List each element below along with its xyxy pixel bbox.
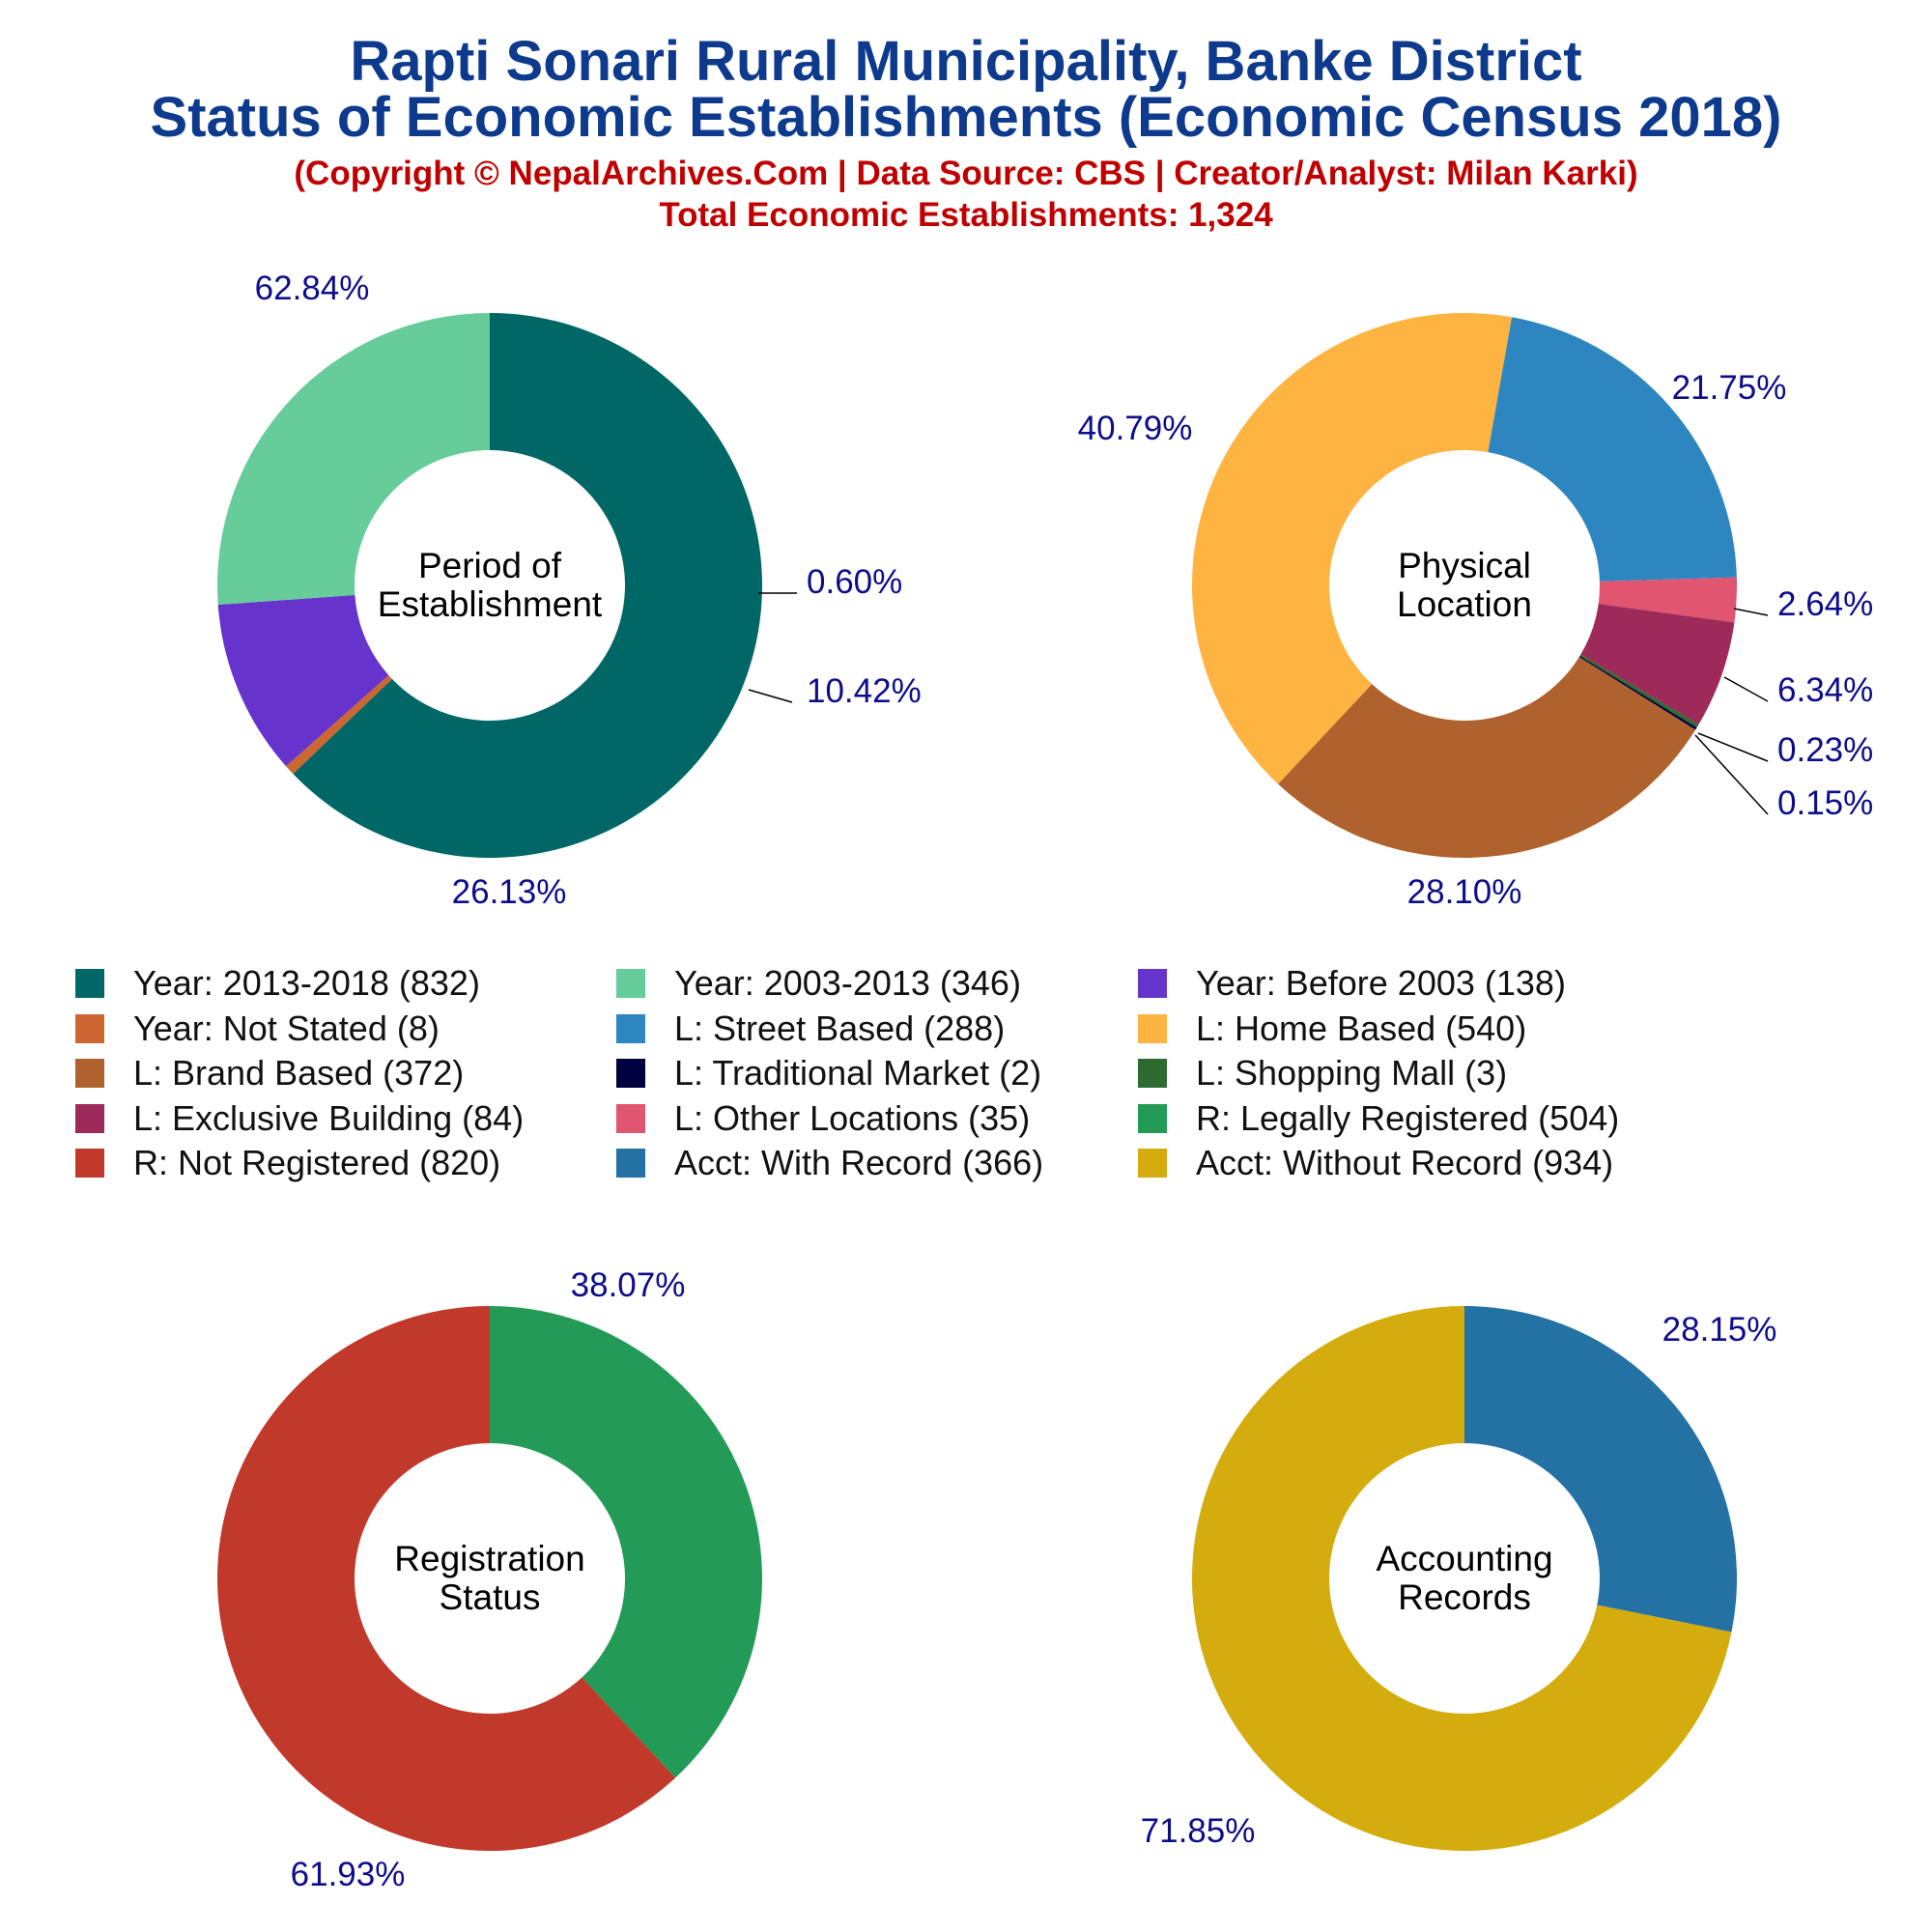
slice-percent-label: 28.10% [1407, 873, 1522, 911]
legend-label: Year: Before 2003 (138) [1196, 963, 1566, 1003]
legend-label: L: Shopping Mall (3) [1196, 1053, 1508, 1093]
legend-item: L: Street Based (288) [616, 1007, 1005, 1051]
slice-percent-label: 0.60% [807, 563, 902, 601]
legend-item: Acct: Without Record (934) [1138, 1141, 1613, 1185]
legend-swatch [75, 1103, 104, 1133]
legend-swatch [1138, 1013, 1167, 1043]
legend-label: R: Not Registered (820) [133, 1143, 501, 1182]
donut-center-label: Period of [418, 546, 562, 585]
donut-center-label: Establishment [378, 584, 603, 624]
legend-label: Acct: Without Record (934) [1196, 1143, 1614, 1182]
slice-percent-label: 40.79% [1078, 410, 1193, 447]
legend-swatch [75, 1013, 104, 1043]
legend-swatch [75, 1149, 104, 1178]
slice-percent-label: 10.42% [807, 672, 922, 710]
chart-title-line1: Rapti Sonari Rural Municipality, Banke D… [350, 30, 1582, 93]
pie-slice [1464, 1306, 1737, 1633]
slice-percent-label: 2.64% [1777, 585, 1873, 623]
legend-swatch [75, 969, 104, 998]
legend-item: Year: 2013-2018 (832) [75, 961, 480, 1006]
pie-slice [1488, 317, 1737, 582]
slice-percent-label: 28.15% [1662, 1311, 1777, 1349]
slice-percent-label: 0.23% [1777, 731, 1873, 769]
pie-slice [1578, 656, 1697, 730]
legend-item: R: Legally Registered (504) [1138, 1096, 1619, 1141]
legend-label: L: Traditional Market (2) [674, 1053, 1042, 1093]
legend-swatch [1138, 1149, 1167, 1178]
legend-swatch [1138, 1059, 1167, 1088]
label-leader-line [1733, 608, 1769, 616]
legend-label: Year: 2003-2013 (346) [674, 963, 1021, 1003]
slice-percent-label: 21.75% [1672, 369, 1787, 407]
legend-item: R: Not Registered (820) [75, 1141, 500, 1185]
legend-swatch [1138, 1103, 1167, 1133]
legend-label: R: Legally Registered (504) [1196, 1097, 1620, 1138]
donut-center-label: Status [440, 1577, 541, 1617]
legend-swatch [616, 1149, 645, 1178]
legend-swatch [616, 1013, 645, 1043]
legend-item: Year: 2003-2013 (346) [616, 961, 1021, 1006]
pie-slice [1278, 657, 1696, 858]
pie-slice [286, 674, 392, 775]
legend-label: L: Exclusive Building (84) [133, 1097, 525, 1138]
label-leader-line [1723, 676, 1769, 702]
legend-label: L: Brand Based (372) [133, 1053, 465, 1093]
pie-slice [1598, 577, 1737, 623]
pie-slice [293, 313, 762, 858]
legend-item: L: Other Locations (35) [616, 1096, 1030, 1141]
donut-center-label: Registration [394, 1539, 584, 1578]
legend-label: L: Home Based (540) [1196, 1008, 1527, 1048]
slice-percent-label: 0.15% [1777, 784, 1873, 822]
pie-slice [1191, 1306, 1732, 1852]
legend-label: Year: Not Stated (8) [133, 1008, 440, 1048]
slice-percent-label: 6.34% [1777, 671, 1873, 709]
legend-item: L: Brand Based (372) [75, 1051, 464, 1095]
legend-item: Year: Not Stated (8) [75, 1007, 440, 1051]
donut-center-label: Records [1398, 1577, 1531, 1617]
chart-subtitle-copyright: (Copyright © NepalArchives.Com | Data So… [294, 155, 1638, 192]
label-leader-line [1694, 734, 1769, 815]
legend-swatch [616, 969, 645, 998]
legend-item: L: Shopping Mall (3) [1138, 1051, 1507, 1095]
label-leader-line [748, 689, 793, 703]
legend-label: Acct: With Record (366) [674, 1143, 1044, 1182]
legend-swatch [1138, 969, 1167, 998]
legend-item: L: Traditional Market (2) [616, 1051, 1041, 1095]
donut-center-label: Location [1397, 584, 1532, 624]
slice-percent-label: 71.85% [1141, 1812, 1256, 1850]
slice-percent-label: 38.07% [571, 1266, 686, 1304]
legend-swatch [616, 1103, 645, 1133]
pie-slice [1579, 654, 1699, 728]
donut-center-label: Physical [1398, 546, 1531, 585]
label-leader-line [1697, 732, 1769, 762]
legend-item: Acct: With Record (366) [616, 1141, 1043, 1185]
slice-percent-label: 61.93% [291, 1856, 406, 1893]
legend-label: L: Street Based (288) [674, 1008, 1006, 1048]
legend-swatch [616, 1059, 645, 1088]
slice-percent-label: 26.13% [452, 873, 567, 911]
legend-item: Year: Before 2003 (138) [1138, 961, 1566, 1006]
pie-slice [1192, 313, 1512, 784]
pie-slice [217, 594, 389, 767]
chart-subtitle-total: Total Economic Establishments: 1,324 [659, 196, 1273, 234]
donut-center-label: Accounting [1376, 1539, 1552, 1578]
donut-chart-1: 62.84% 0.60% 10.42% 26.13% Period ofEstablis… [216, 270, 922, 911]
legend-label: Year: 2013-2018 (832) [133, 963, 480, 1003]
chart-title-line2: Status of Economic Establishments (Econo… [150, 86, 1782, 149]
legend-swatch [75, 1059, 104, 1088]
pie-slice [216, 313, 490, 606]
pie-slice [1580, 604, 1735, 724]
slice-percent-label: 62.84% [255, 270, 370, 307]
legend-item: L: Home Based (540) [1138, 1007, 1526, 1051]
legend-item: L: Exclusive Building (84) [75, 1096, 524, 1141]
pie-slice [216, 1306, 676, 1852]
donut-chart-2: 21.75% 2.64% 6.34% 0.23% 0.15% 28.10% 40.79% Ph… [1078, 313, 1873, 911]
legend-label: L: Other Locations (35) [674, 1097, 1031, 1138]
pie-slice [490, 1306, 762, 1778]
